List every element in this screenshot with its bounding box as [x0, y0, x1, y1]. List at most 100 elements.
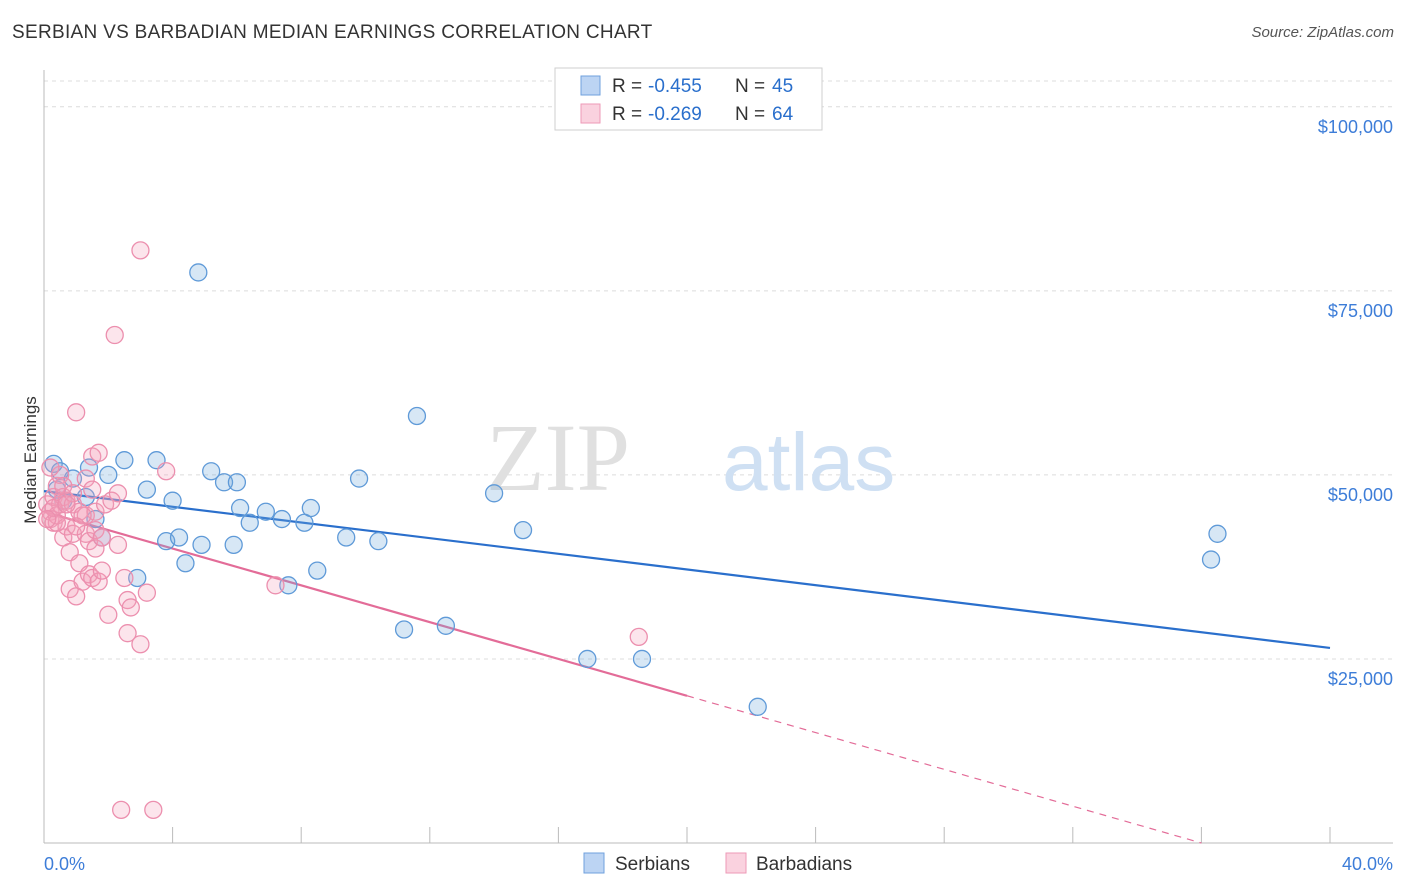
- point-serbians-25: [256, 502, 275, 521]
- point-barbadians-55: [47, 513, 67, 532]
- legend-swatch-barbadians: [580, 103, 601, 124]
- trend-line-serbians: [43, 490, 1331, 650]
- point-serbians-37: [484, 484, 504, 503]
- legend-series-label-barbadians: Barbadians: [756, 854, 852, 875]
- data-points: [38, 241, 1227, 820]
- point-serbians-40: [632, 649, 652, 669]
- point-serbians-34: [394, 620, 414, 639]
- legend-n-value-serbians: 45: [772, 76, 793, 97]
- legend-swatch-serbians: [580, 75, 601, 96]
- point-serbians-11: [128, 568, 147, 588]
- watermark-atlas: atlas: [722, 417, 895, 508]
- point-serbians-23: [230, 498, 250, 518]
- point-barbadians-43: [118, 624, 137, 643]
- x-tick-label-right: 40.0%: [1342, 854, 1393, 874]
- point-serbians-24: [240, 513, 259, 532]
- point-barbadians-30: [86, 539, 105, 558]
- point-serbians-29: [301, 498, 320, 518]
- x-tick-label-left: 0.0%: [44, 854, 85, 874]
- chart-source: Source: ZipAtlas.com: [1251, 24, 1394, 41]
- chart-title: SERBIAN VS BARBADIAN MEDIAN EARNINGS COR…: [12, 22, 653, 43]
- point-serbians-22: [224, 535, 243, 554]
- point-barbadians-56: [63, 484, 83, 503]
- point-barbadians-8: [50, 465, 70, 485]
- point-serbians-21: [214, 473, 234, 492]
- point-barbadians-33: [89, 443, 108, 462]
- point-serbians-17: [176, 554, 195, 573]
- point-barbadians-62: [38, 509, 57, 529]
- point-serbians-10: [115, 451, 134, 470]
- point-serbians-27: [279, 576, 298, 595]
- legend-series-label-serbians: Serbians: [615, 854, 690, 875]
- y-tick-label-100000: $100,000: [1318, 117, 1393, 137]
- point-barbadians-58: [92, 528, 112, 547]
- point-barbadians-35: [92, 561, 112, 580]
- legend-r-label-1: R =: [612, 104, 642, 125]
- point-serbians-33: [369, 532, 388, 551]
- point-barbadians-42: [112, 800, 131, 820]
- y-tick-label-75000: $75,000: [1328, 301, 1393, 321]
- point-serbians-6: [79, 458, 99, 477]
- legend-series-swatch-barbadians: [725, 852, 747, 874]
- point-barbadians-49: [144, 800, 163, 820]
- point-barbadians-46: [131, 241, 150, 260]
- trend-line-barbadians-dashed: [686, 695, 1202, 844]
- point-serbians-15: [163, 491, 182, 510]
- point-barbadians-21: [73, 572, 92, 591]
- point-barbadians-34: [89, 572, 108, 591]
- point-serbians-43: [1208, 524, 1227, 543]
- point-barbadians-39: [105, 325, 124, 345]
- point-barbadians-47: [131, 635, 150, 654]
- point-serbians-39: [578, 649, 597, 669]
- watermark: ZIP atlas: [486, 404, 895, 511]
- point-barbadians-53: [41, 458, 60, 477]
- point-serbians-35: [407, 406, 427, 426]
- point-serbians-26: [272, 509, 292, 529]
- point-serbians-36: [436, 616, 456, 635]
- point-barbadians-5: [47, 476, 67, 496]
- y-tick-label-25000: $25,000: [1328, 669, 1393, 689]
- trend-line-barbadians: [43, 510, 688, 697]
- point-serbians-38: [513, 520, 533, 540]
- point-barbadians-32: [86, 520, 105, 540]
- point-serbians-42: [1201, 550, 1221, 569]
- point-serbians-19: [192, 535, 211, 554]
- legend-n-label-1: N =: [735, 104, 765, 125]
- point-serbians-9: [99, 465, 118, 485]
- point-barbadians-54: [54, 476, 73, 496]
- point-serbians-30: [308, 561, 327, 580]
- point-barbadians-17: [67, 403, 86, 422]
- point-barbadians-24: [76, 469, 95, 488]
- point-serbians-20: [202, 462, 221, 481]
- point-barbadians-41: [108, 535, 128, 554]
- point-serbians-12: [137, 480, 157, 499]
- legend-r-value-serbians: -0.455: [648, 76, 702, 97]
- y-axis-label: Median Earnings: [21, 396, 40, 524]
- legend-n-value-barbadians: 64: [772, 104, 794, 125]
- point-serbians-41: [748, 697, 767, 716]
- point-barbadians-48: [137, 583, 157, 602]
- legend-r-label-0: R =: [612, 76, 642, 97]
- point-barbadians-52: [629, 627, 648, 647]
- point-serbians-32: [349, 469, 369, 488]
- point-barbadians-61: [115, 568, 134, 588]
- legend-series-swatch-serbians: [583, 852, 605, 874]
- watermark-zip: ZIP: [486, 404, 630, 511]
- point-barbadians-51: [266, 576, 285, 595]
- point-serbians-16: [169, 528, 189, 547]
- point-serbians-18: [189, 263, 208, 282]
- point-barbadians-40: [108, 484, 128, 503]
- point-barbadians-63: [57, 495, 76, 514]
- point-barbadians-27: [83, 480, 102, 499]
- y-tick-label-50000: $50,000: [1328, 485, 1393, 505]
- point-serbians-44: [227, 473, 247, 492]
- point-barbadians-45: [121, 598, 140, 617]
- point-serbians-31: [337, 528, 356, 547]
- legend-n-label-0: N =: [735, 76, 765, 97]
- point-barbadians-37: [99, 605, 118, 624]
- point-barbadians-50: [157, 462, 176, 481]
- y-tick-labels: $25,000 $50,000 $75,000 $100,000: [1318, 117, 1393, 689]
- point-barbadians-12: [57, 517, 76, 536]
- legend-r-value-barbadians: -0.269: [648, 104, 702, 125]
